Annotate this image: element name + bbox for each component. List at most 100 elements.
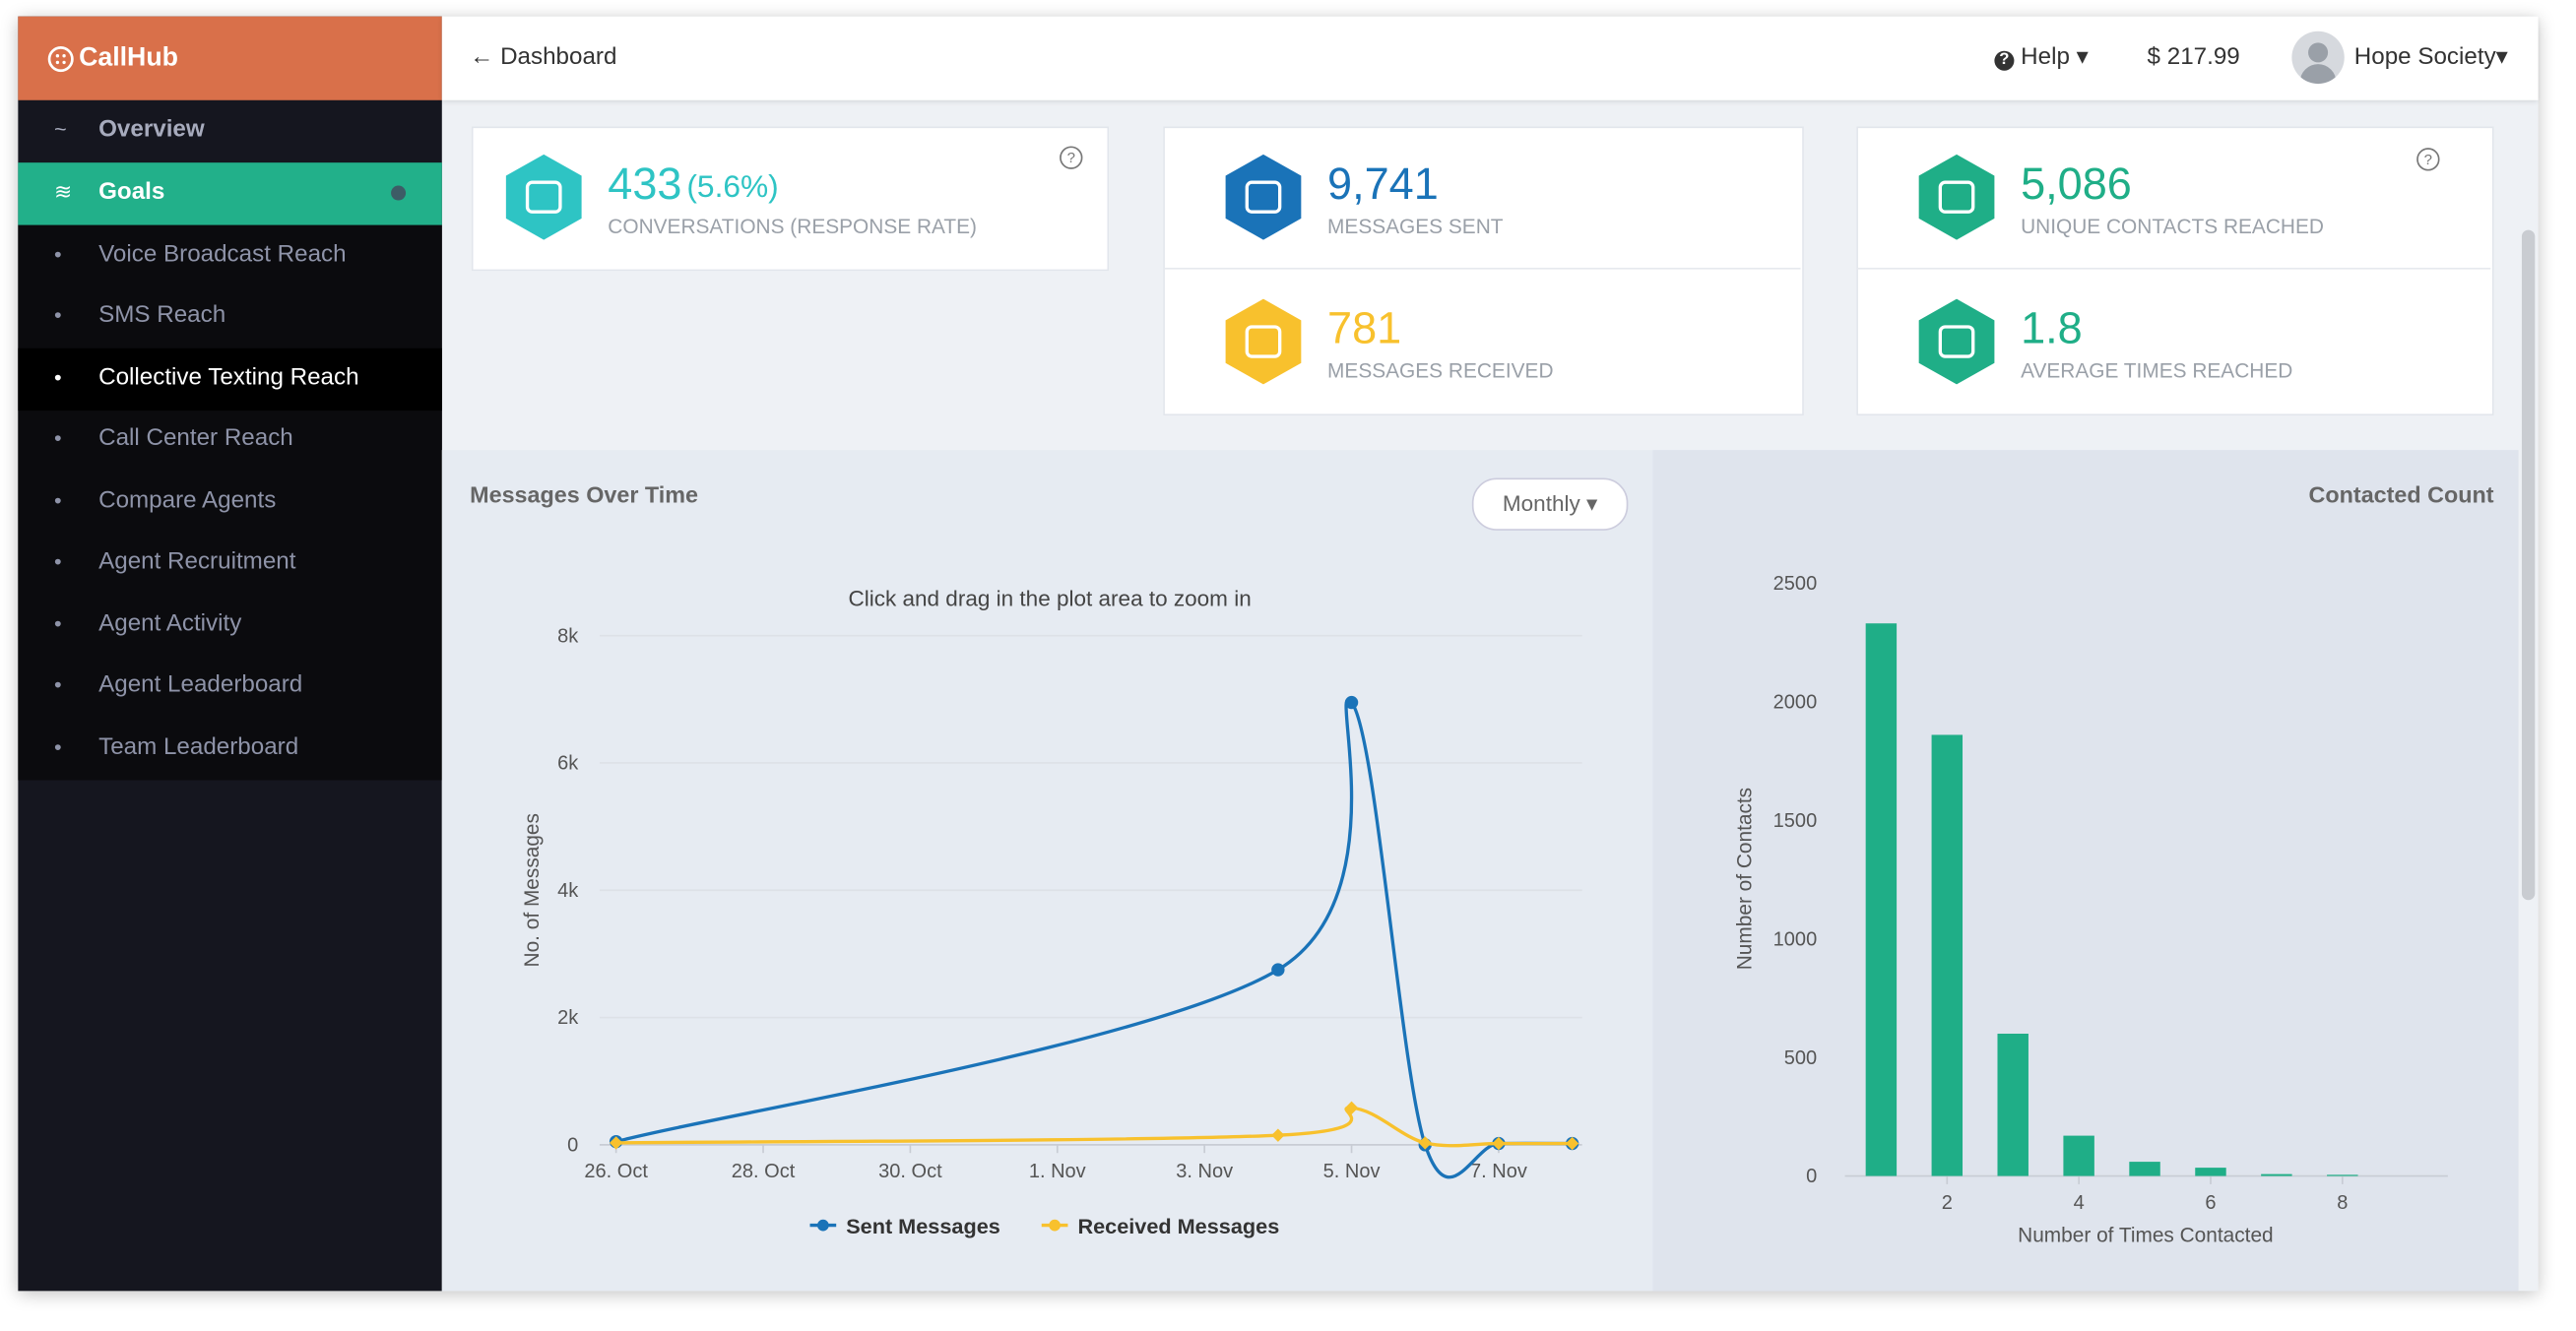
x-tick-label: 4 (2074, 1192, 2085, 1214)
stat-label: MESSAGES SENT (1327, 215, 1504, 238)
stat-extra: (5.6%) (686, 170, 779, 206)
menu-item[interactable]: • SMS Reach (18, 286, 441, 349)
y-axis-label: Number of Contacts (1733, 788, 1756, 970)
submenu-bg (18, 224, 442, 781)
y-axis-label: No. of Messages (521, 813, 544, 967)
info-icon[interactable]: ? (1060, 146, 1083, 169)
user-menu[interactable]: Hope Society▾ (2353, 44, 2508, 71)
menu-item[interactable]: • Team Leaderboard (18, 718, 441, 780)
menu-item[interactable]: • Voice Broadcast Reach (18, 225, 441, 287)
bar (2063, 1135, 2094, 1176)
divider (1163, 267, 1801, 270)
point (1565, 1136, 1579, 1151)
x-tick-label: 5. Nov (1323, 1161, 1381, 1182)
stat-icon (1225, 298, 1302, 385)
x-tick-label: 1. Nov (1029, 1161, 1086, 1182)
menu-item[interactable]: • Agent Recruitment (18, 533, 441, 595)
menu-item[interactable]: • Agent Activity (18, 595, 441, 657)
y-tick-label: 0 (1806, 1166, 1817, 1187)
info-icon[interactable]: ? (2416, 148, 2440, 171)
stat-icon (1918, 154, 1995, 240)
back-link[interactable]: ← Dashboard (470, 44, 617, 71)
user-name: Hope Society (2353, 44, 2496, 71)
y-tick-label: 8k (557, 625, 579, 647)
stat-value: 5,086 (2021, 158, 2132, 209)
menu-label: Goals (98, 178, 165, 206)
stat-value: 1.8 (2021, 303, 2083, 353)
help-text: Help (2021, 44, 2070, 71)
y-tick-label: 1000 (1773, 928, 1818, 950)
x-axis-label: Number of Times Contacted (2018, 1224, 2274, 1246)
help-menu[interactable]: ? Help ▾ (1994, 44, 2089, 71)
balance[interactable]: $ 217.99 (2147, 44, 2240, 71)
y-tick-label: 2500 (1773, 573, 1818, 595)
menu-item[interactable]: ≋ Goals (18, 162, 442, 225)
y-tick-label: 6k (557, 753, 579, 775)
series-line (615, 1106, 1573, 1148)
period-text: Monthly (1502, 490, 1580, 516)
logo-icon (47, 45, 74, 72)
menu-bullet: ~ (54, 116, 67, 142)
legend-label: Sent Messages (846, 1214, 1000, 1238)
stat-value: 9,741 (1327, 158, 1439, 209)
bar (2195, 1168, 2226, 1176)
menu-bullet: • (54, 425, 62, 451)
menu-label: Agent Activity (98, 610, 242, 637)
line-panel (441, 450, 1653, 1292)
menu-item[interactable]: • Compare Agents (18, 472, 441, 534)
series-line (615, 698, 1573, 1179)
menu-bullet: • (54, 363, 62, 389)
point (1344, 695, 1359, 710)
bar (1865, 623, 1898, 1176)
divider (1856, 267, 2491, 270)
bar (1997, 1034, 2029, 1176)
point (1271, 963, 1285, 977)
period-dropdown[interactable]: Monthly ▾ (1471, 477, 1629, 531)
menu-bullet: • (54, 302, 62, 328)
scrollbar[interactable] (2521, 229, 2536, 901)
x-tick-label: 30. Oct (878, 1161, 942, 1182)
y-tick-label: 500 (1784, 1047, 1817, 1069)
stat-label: AVERAGE TIMES REACHED (2021, 359, 2293, 383)
stat-icon (1225, 154, 1302, 240)
menu-label: Compare Agents (98, 487, 277, 514)
stat-label: MESSAGES RECEIVED (1327, 359, 1554, 383)
menu-item[interactable]: • Collective Texting Reach (18, 348, 442, 411)
menu-bullet: • (54, 671, 62, 697)
y-tick-label: 1500 (1773, 810, 1818, 832)
avatar[interactable] (2291, 31, 2345, 85)
menu-label: Voice Broadcast Reach (98, 240, 347, 268)
logo-text: CallHub (79, 43, 178, 72)
bar (1931, 734, 1964, 1176)
x-tick-label: 26. Oct (584, 1161, 648, 1182)
stat-label: UNIQUE CONTACTS REACHED (2021, 215, 2324, 238)
bar (2261, 1173, 2292, 1176)
menu-bullet: ≋ (54, 178, 73, 204)
menu-bullet: • (54, 487, 62, 513)
menu-label: Overview (98, 116, 205, 144)
menu-label: Call Center Reach (98, 425, 293, 453)
bar (2129, 1162, 2160, 1176)
menu-item[interactable]: ~ Overview (18, 100, 441, 162)
menu-label: Agent Leaderboard (98, 671, 303, 699)
legend-marker (1049, 1219, 1061, 1232)
legend-marker (817, 1219, 829, 1232)
logo-bar[interactable]: CallHub (18, 16, 442, 100)
x-tick-label: 28. Oct (732, 1161, 796, 1182)
menu-item[interactable]: • Call Center Reach (18, 410, 441, 472)
x-tick-label: 7. Nov (1470, 1161, 1527, 1182)
bar (2327, 1174, 2358, 1176)
chart-title: Contacted Count (2309, 482, 2494, 508)
x-tick-label: 6 (2205, 1192, 2216, 1214)
menu-item[interactable]: • Agent Leaderboard (18, 657, 441, 719)
menu-bullet: • (54, 240, 62, 266)
stat-value: 781 (1327, 303, 1402, 353)
x-tick-label: 8 (2337, 1192, 2348, 1214)
menu-label: SMS Reach (98, 302, 226, 330)
point (1492, 1136, 1506, 1151)
stat-value: 433 (608, 158, 682, 209)
point (1271, 1128, 1285, 1142)
